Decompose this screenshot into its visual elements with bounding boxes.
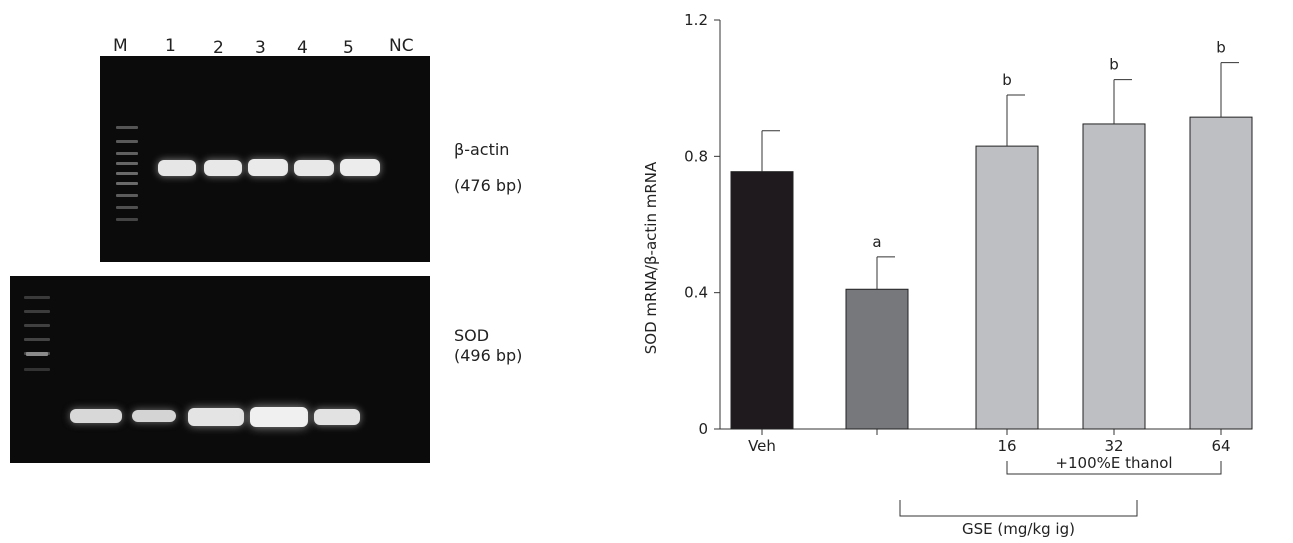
ladder-band xyxy=(116,172,138,175)
ladder-band xyxy=(116,194,138,197)
significance-label: b xyxy=(1109,56,1119,74)
gse-bracket-label: GSE (mg/kg ig) xyxy=(962,520,1075,538)
significance-label: a xyxy=(872,233,881,251)
ladder-band xyxy=(24,324,50,327)
ladder-band xyxy=(116,206,138,209)
ladder-band xyxy=(116,182,138,185)
beta-actin-band-2 xyxy=(204,160,242,176)
sod-label: SOD xyxy=(454,326,490,345)
ladder-band xyxy=(24,296,50,299)
y-tick-label: 0.8 xyxy=(684,147,708,165)
chart-bars: a b b b xyxy=(730,39,1253,430)
bar xyxy=(730,171,794,430)
sod-band-5 xyxy=(314,409,360,425)
lane-label-m: M xyxy=(113,36,128,56)
lane-label-1: 1 xyxy=(165,36,176,56)
x-tick-label: 16 xyxy=(997,437,1016,455)
lane-label-nc: NC xyxy=(389,36,414,56)
lane-label-2: 2 xyxy=(213,38,224,58)
beta-actin-band-4 xyxy=(294,160,334,176)
y-tick-label: 0.4 xyxy=(684,284,708,302)
bar xyxy=(975,145,1039,430)
sod-band-1 xyxy=(70,409,122,423)
significance-label: b xyxy=(1216,39,1226,57)
bar xyxy=(845,288,909,430)
beta-actin-band-1 xyxy=(158,160,196,176)
ladder-band xyxy=(116,218,138,221)
sod-mrna-bar-chart: 0 0.4 0.8 1.2 Veh 16 32 64 a b b b SOD mRNA/β-acti… xyxy=(642,11,1253,538)
beta-actin-band-3 xyxy=(248,159,288,176)
ladder-band xyxy=(26,352,48,356)
beta-actin-size-label: (476 bp) xyxy=(454,176,523,195)
lane-label-3: 3 xyxy=(255,38,266,58)
ladder-band xyxy=(116,162,138,165)
bar xyxy=(1082,123,1146,430)
ladder-band xyxy=(116,140,138,143)
lane-label-5: 5 xyxy=(343,38,354,58)
gse-bracket-line xyxy=(899,500,1138,517)
sod-band-2 xyxy=(132,410,176,422)
ethanol-bracket-line xyxy=(1006,461,1222,475)
y-axis-label: SOD mRNA/β-actin mRNA xyxy=(642,161,660,354)
ladder-band xyxy=(24,310,50,313)
group-brackets: +100%E thanol GSE (mg/kg ig) xyxy=(899,454,1222,538)
ladder-band xyxy=(116,126,138,129)
beta-actin-label: β-actin xyxy=(454,140,510,159)
sod-band-3 xyxy=(188,408,244,426)
sod-gel-image xyxy=(10,276,430,463)
beta-actin-band-5 xyxy=(340,159,380,176)
ethanol-bracket-label: +100%E thanol xyxy=(1055,454,1172,472)
x-tick-label: 64 xyxy=(1211,437,1230,455)
x-tick-label: Veh xyxy=(748,437,776,455)
sod-size-label: (496 bp) xyxy=(454,346,523,365)
lane-label-4: 4 xyxy=(297,38,308,58)
ladder-band xyxy=(24,368,50,371)
ladder-band xyxy=(116,152,138,155)
beta-actin-gel-image xyxy=(100,56,430,262)
significance-label: b xyxy=(1002,71,1012,89)
x-tick-label: 32 xyxy=(1104,437,1123,455)
ladder-band xyxy=(24,338,50,341)
sod-band-4 xyxy=(250,407,308,427)
bar xyxy=(1189,116,1253,430)
y-tick-label: 0 xyxy=(698,420,708,438)
y-tick-label: 1.2 xyxy=(684,11,708,29)
